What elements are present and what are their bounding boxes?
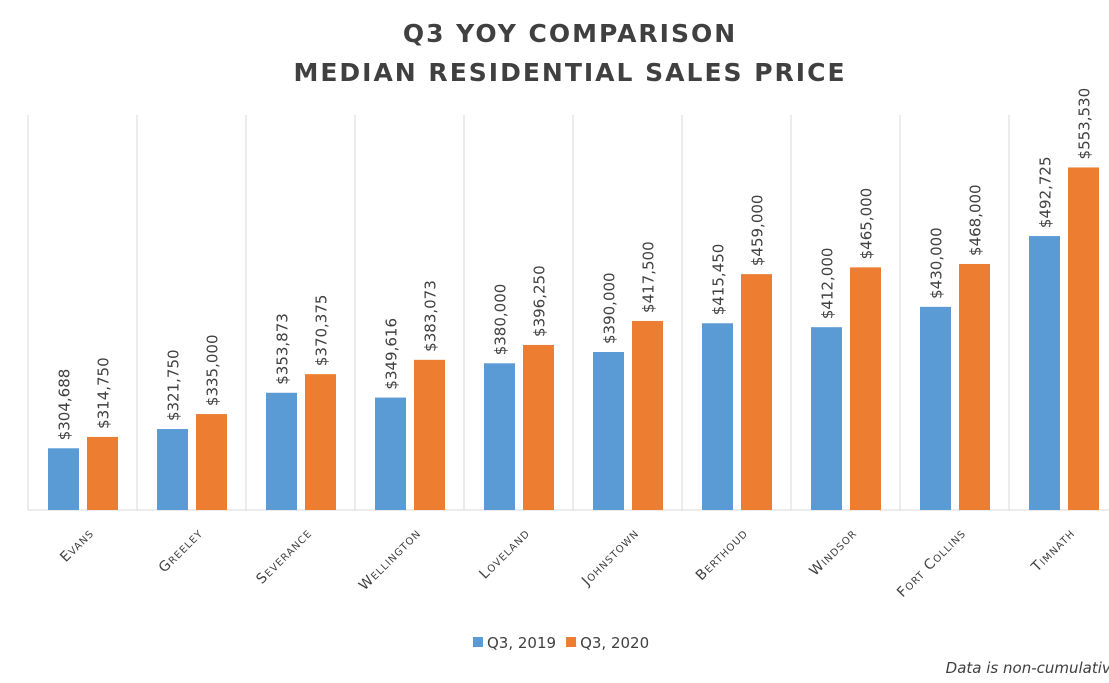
data-label: $459,000 <box>749 195 767 267</box>
bar <box>484 363 515 510</box>
bar <box>920 306 951 510</box>
bar <box>811 327 842 510</box>
data-label: $468,000 <box>967 184 985 256</box>
bar <box>375 397 406 510</box>
bar <box>593 352 624 510</box>
data-label: $304,688 <box>56 369 74 441</box>
data-label: $349,616 <box>383 318 401 390</box>
note: Data is non-cumulative <box>946 659 1109 677</box>
chart-title: Q3 YOY COMPARISON <box>403 19 737 48</box>
bar <box>266 392 297 510</box>
data-label: $321,750 <box>165 349 183 421</box>
legend-swatch <box>473 637 483 647</box>
bar <box>305 374 336 510</box>
bar <box>414 359 445 510</box>
data-label: $390,000 <box>601 272 619 344</box>
bar <box>850 267 881 510</box>
bar <box>1029 236 1060 510</box>
data-label: $380,000 <box>492 284 510 356</box>
legend-label: Q3, 2019 <box>487 634 556 652</box>
bar <box>48 448 79 510</box>
data-label: $415,450 <box>710 244 728 316</box>
legend-label: Q3, 2020 <box>580 634 649 652</box>
data-label: $335,000 <box>204 334 222 406</box>
chart-subtitle: MEDIAN RESIDENTIAL SALES PRICE <box>293 58 846 87</box>
data-label: $353,873 <box>274 313 292 385</box>
legend-swatch <box>566 637 577 647</box>
data-label: $383,073 <box>422 280 440 352</box>
data-label: $553,530 <box>1076 88 1094 160</box>
data-label: $412,000 <box>819 248 837 320</box>
bar <box>1068 167 1099 511</box>
bar <box>959 263 990 510</box>
data-label: $430,000 <box>928 227 946 299</box>
data-label: $396,250 <box>531 265 549 337</box>
data-label: $417,500 <box>640 241 658 313</box>
data-label: $370,375 <box>313 295 331 367</box>
bar <box>523 344 554 510</box>
data-label: $314,750 <box>95 357 113 429</box>
data-label: $492,725 <box>1037 156 1055 228</box>
bar <box>196 414 227 510</box>
bar <box>87 436 118 510</box>
data-label: $465,000 <box>858 188 876 260</box>
bar <box>702 323 733 510</box>
bar <box>741 274 772 510</box>
bar <box>632 320 663 510</box>
bar <box>157 429 188 510</box>
